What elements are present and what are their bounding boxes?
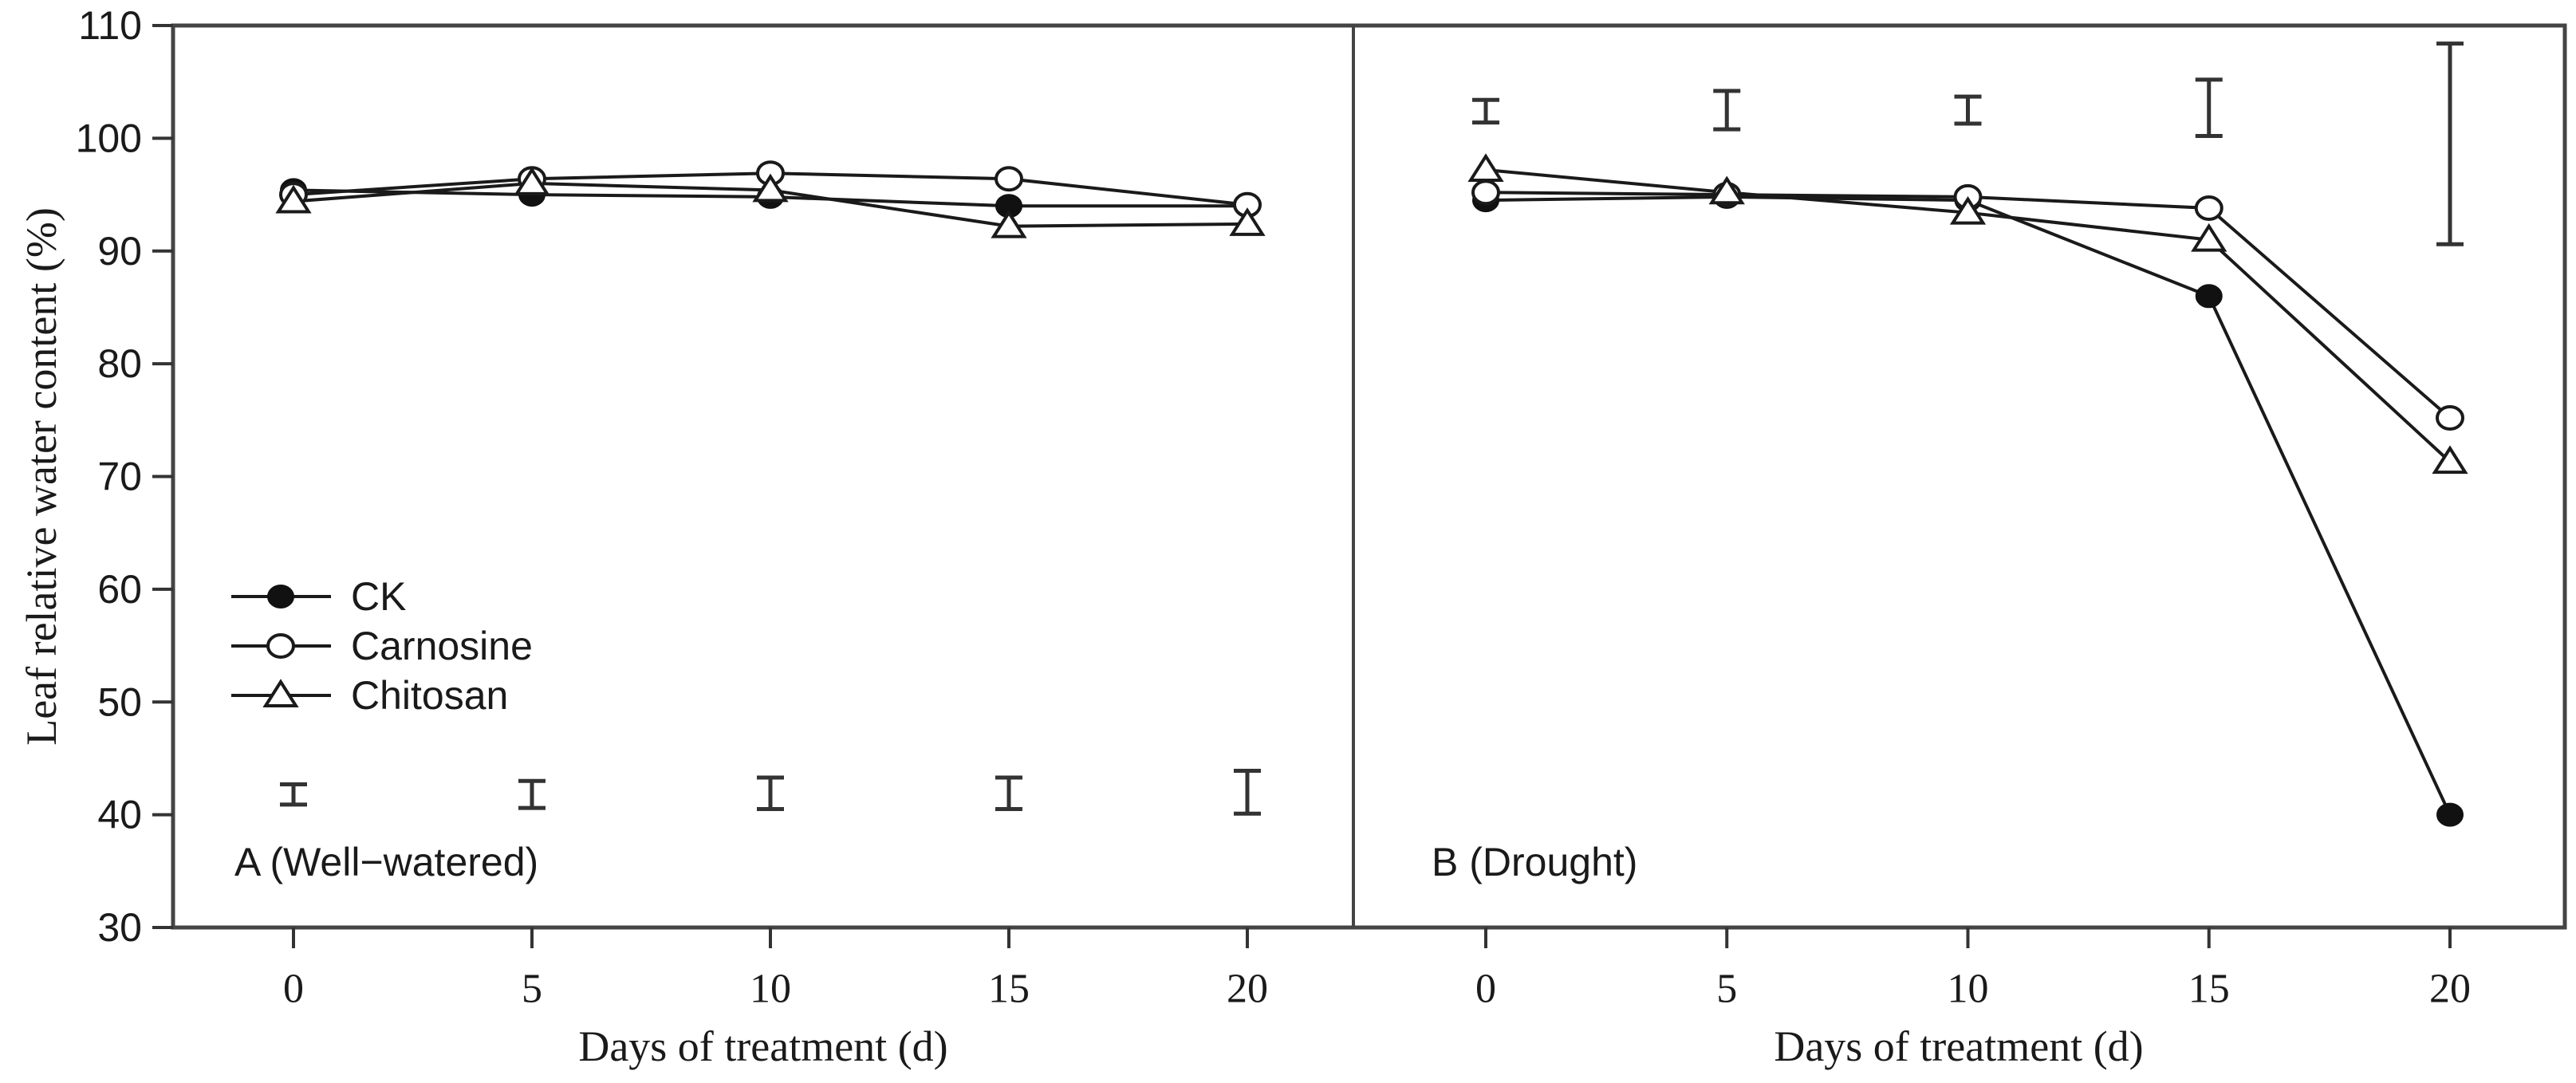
- x-tick-label: 20: [1227, 967, 1268, 1012]
- legend-label: Carnosine: [351, 624, 533, 668]
- marker-open-circle: [995, 166, 1023, 192]
- legend-item-carnosine: Carnosine: [231, 624, 533, 668]
- y-tick-label: 40: [97, 793, 142, 837]
- x-tick-label: 15: [988, 967, 1030, 1012]
- marker-open-triangle: [1708, 175, 1745, 205]
- y-tick-label: 110: [78, 3, 142, 48]
- marker-open-circle: [266, 633, 295, 659]
- y-tick-label: 80: [97, 341, 142, 386]
- series-markers-chitosan: [1467, 153, 2468, 475]
- marker-filled-circle: [267, 585, 294, 608]
- y-axis: 30 40 50 60 70 80 90 100 110: [76, 3, 173, 950]
- marker-open-circle: [2194, 195, 2223, 222]
- error-bar: [518, 778, 546, 810]
- legend: CK Carnosine Chitosan: [231, 574, 533, 718]
- marker-open-triangle: [1949, 195, 1987, 225]
- legend-label: CK: [351, 574, 406, 619]
- error-bar: [757, 775, 784, 812]
- marker-open-triangle: [275, 184, 312, 214]
- marker-open-triangle: [1229, 207, 1266, 236]
- error-bar: [280, 782, 307, 807]
- marker-open-triangle: [752, 173, 789, 203]
- series-markers-chitosan: [275, 167, 1266, 238]
- x-tick-label: 15: [2188, 967, 2230, 1012]
- x-tick-label: 5: [522, 967, 542, 1012]
- error-bar: [2195, 77, 2223, 139]
- x-tick-label: 0: [283, 967, 304, 1012]
- marker-open-triangle: [2191, 223, 2227, 252]
- marker-filled-circle: [2436, 802, 2464, 827]
- marker-open-circle: [2436, 404, 2464, 431]
- panel-a: 0 5 10 15 20 Days of treatment (d) A (Well−wat…: [234, 160, 1268, 1070]
- x-axis-title: Days of treatment (d): [1774, 1022, 2143, 1070]
- legend-item-chitosan: Chitosan: [231, 673, 508, 718]
- y-tick-label: 90: [97, 229, 142, 274]
- x-tick-label: 10: [750, 967, 791, 1012]
- marker-open-triangle: [2432, 445, 2468, 475]
- marker-filled-circle: [2195, 284, 2223, 309]
- error-bar: [1472, 97, 1499, 125]
- error-bar: [1954, 94, 1982, 126]
- y-tick-label: 100: [76, 116, 142, 160]
- x-tick-label: 5: [1716, 967, 1737, 1012]
- panel-b: 0 5 10 15 20 Days of treatment (d) B (Drought): [1432, 41, 2471, 1070]
- panel-label: B (Drought): [1432, 840, 1637, 884]
- x-axis-title: Days of treatment (d): [578, 1022, 947, 1070]
- x-tick-label: 0: [1475, 967, 1496, 1012]
- error-bar: [995, 775, 1022, 812]
- y-tick-label: 70: [97, 455, 142, 499]
- marker-open-circle: [1471, 179, 1500, 206]
- error-bar: [2436, 41, 2464, 246]
- x-tick-label: 20: [2429, 967, 2471, 1012]
- legend-label: Chitosan: [351, 673, 508, 718]
- marker-open-triangle: [991, 209, 1027, 238]
- panel-label: A (Well−watered): [234, 840, 538, 884]
- x-tick-label: 10: [1948, 967, 1989, 1012]
- y-tick-label: 50: [97, 679, 142, 724]
- marker-open-triangle: [514, 167, 550, 195]
- error-bar: [1234, 768, 1261, 816]
- legend-item-ck: CK: [231, 574, 406, 619]
- error-bar: [1713, 89, 1741, 132]
- y-tick-label: 30: [97, 905, 142, 950]
- y-axis-title: Leaf relative water content (%): [18, 207, 65, 746]
- marker-open-triangle: [1467, 153, 1504, 182]
- marker-open-triangle: [262, 679, 299, 707]
- y-tick-label: 60: [97, 567, 142, 612]
